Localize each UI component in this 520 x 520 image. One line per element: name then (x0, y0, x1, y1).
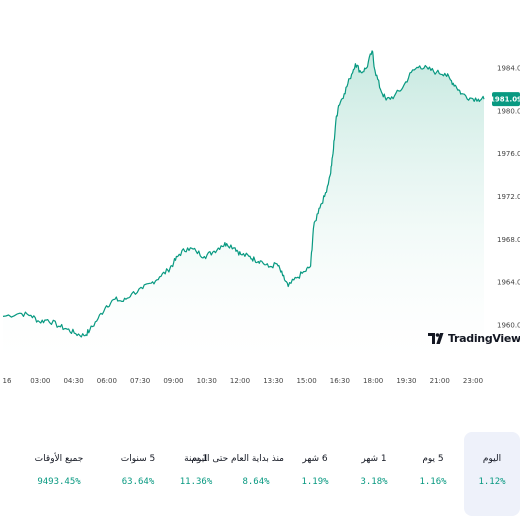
performance-periods: اليوم 1.12% 5 يوم 1.16% 1 شهر 3.18% 6 شهر 1.19%… (0, 432, 520, 516)
period-label: 5 يوم (422, 454, 444, 464)
period-label: اليوم (482, 454, 502, 464)
x-tick-label: 13:30 (263, 377, 283, 385)
period-label: جميع الأوقات (34, 454, 84, 464)
y-tick-label: 1960.00 (497, 322, 520, 330)
y-tick-label: 1976.00 (497, 150, 520, 158)
x-tick-label: 09:00 (163, 377, 183, 385)
last-price-badge (492, 92, 520, 107)
y-tick-label: 1964.00 (497, 279, 520, 287)
tradingview-logo[interactable]: TradingView (428, 332, 520, 345)
x-tick-label: 16 (3, 377, 12, 385)
x-tick-label: 15:00 (296, 377, 316, 385)
period-label: 5 سنوات (120, 454, 156, 464)
period-tab[interactable]: 5 سنوات 63.64% (110, 432, 166, 516)
tradingview-logo-icon (428, 333, 444, 344)
period-change-value: 1.12% (478, 477, 506, 487)
x-tick-label: 23:00 (463, 377, 483, 385)
price-line (2, 50, 485, 338)
period-tab[interactable]: 5 يوم 1.16% (405, 432, 461, 516)
area-layer (2, 50, 485, 361)
period-tab[interactable]: 1 سنة 11.36% (168, 432, 224, 516)
period-label: 1 شهر (361, 454, 387, 464)
period-label: منذ بداية العام حتى اليوم (191, 454, 284, 464)
y-axis: 1984.00 1980.00 1976.00 1972.00 1968.00 1964.… (497, 65, 520, 330)
period-change-value: 1.16% (419, 477, 447, 487)
x-tick-label: 04:30 (63, 377, 83, 385)
period-tab[interactable]: اليوم 1.12% (464, 432, 520, 516)
period-tab[interactable]: منذ بداية العام حتى اليوم 8.64% (191, 432, 284, 516)
y-tick-label: 1980.00 (497, 107, 520, 115)
price-chart[interactable]: 1984.00 1980.00 1976.00 1972.00 1968.00 1964.… (0, 0, 520, 400)
period-change-value: 11.36% (179, 477, 213, 487)
period-tab[interactable]: 6 شهر 1.19% (287, 432, 343, 516)
period-change-value: 8.64% (242, 477, 270, 487)
last-price-label: 1981.09 (490, 96, 520, 104)
price-area-fill (3, 50, 484, 361)
period-change-value: 1.19% (301, 477, 329, 487)
period-tab[interactable]: 1 شهر 3.18% (346, 432, 402, 516)
period-label: 6 شهر (302, 454, 328, 464)
x-tick-label: 19:30 (396, 377, 416, 385)
x-tick-label: 10:30 (197, 377, 217, 385)
x-tick-label: 03:00 (30, 377, 50, 385)
tradingview-logo-text: TradingView (448, 332, 520, 345)
period-label: 1 سنة (184, 454, 208, 464)
x-tick-label: 16:30 (330, 377, 350, 385)
x-tick-label: 06:00 (97, 377, 117, 385)
x-tick-label: 07:30 (130, 377, 150, 385)
x-tick-label: 12:00 (230, 377, 250, 385)
x-tick-label: 21:00 (430, 377, 450, 385)
x-axis: 16 03:00 04:30 06:00 07:30 09:00 10:30 12:00 13:… (3, 377, 484, 385)
period-tab[interactable]: جميع الأوقات 9493.45% (11, 432, 107, 516)
period-change-value: 63.64% (121, 477, 155, 487)
period-change-value: 9493.45% (37, 477, 81, 487)
last-price-marker: 1981.09 (490, 92, 520, 107)
x-tick-label: 18:00 (363, 377, 383, 385)
y-tick-label: 1984.00 (497, 65, 520, 73)
y-tick-label: 1968.00 (497, 236, 520, 244)
y-tick-label: 1972.00 (497, 193, 520, 201)
chart-canvas[interactable]: 1984.00 1980.00 1976.00 1972.00 1968.00 1964.… (0, 0, 520, 400)
period-change-value: 3.18% (360, 477, 388, 487)
